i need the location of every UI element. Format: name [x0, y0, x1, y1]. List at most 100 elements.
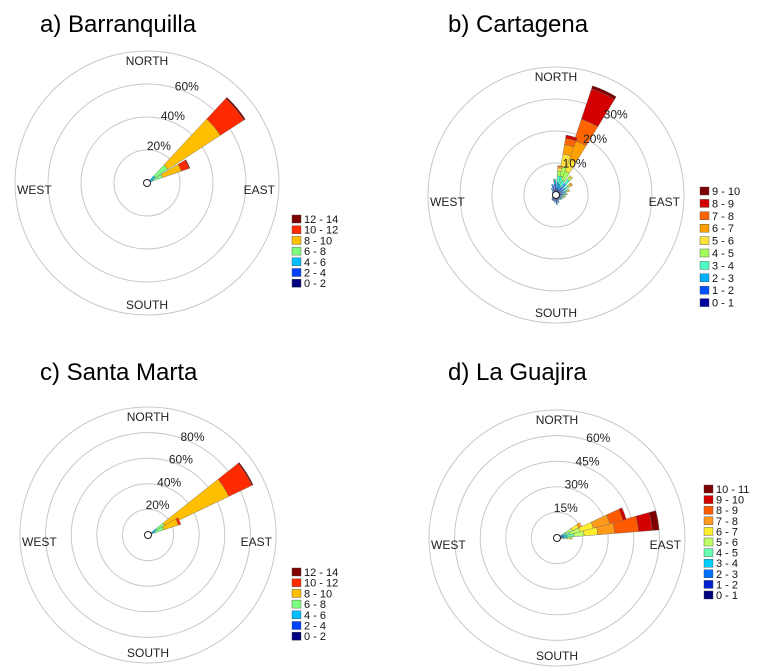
legend-swatch [703, 495, 714, 504]
petal-segment-10-11 [648, 510, 660, 531]
grid-ring [427, 66, 685, 324]
grid-ring [479, 460, 635, 616]
petal-segment-10-12 [175, 517, 182, 526]
legend-swatch [703, 516, 714, 525]
legend-swatch [291, 599, 302, 609]
legend-label: 9 - 10 [716, 495, 744, 507]
radial-tick-label: 40% [157, 475, 181, 489]
legend-label: 8 - 9 [716, 505, 738, 517]
wind-petal [555, 165, 563, 196]
legend-label: 7 - 8 [716, 516, 738, 528]
legend-label: 0 - 1 [716, 590, 738, 602]
grid-ring [80, 116, 214, 250]
compass-label-south: SOUTH [127, 646, 169, 660]
wind-petal [556, 507, 627, 539]
radial-tick-label: 30% [565, 478, 589, 492]
legend-swatch [291, 589, 302, 598]
radial-tick-label: 20% [146, 498, 170, 512]
wind-rose-panel-1: a) Barranquilla 20% 40% 60% NORTH EAST SOUTH WE… [14, 11, 338, 316]
grid-ring [96, 483, 200, 587]
radial-tick-label: 45% [575, 454, 599, 468]
petal-segment-3-4 [561, 196, 564, 200]
wind-petal [556, 510, 660, 539]
legend-label: 6 - 7 [712, 223, 734, 235]
compass-label-west: WEST [22, 535, 57, 549]
legend-label: 5 - 6 [712, 236, 734, 248]
petal-segment-2-3 [557, 200, 560, 203]
legend: 9 - 108 - 97 - 86 - 75 - 64 - 53 - 42 - … [699, 186, 740, 310]
grid-ring [45, 432, 251, 638]
petal-segment-12-14 [184, 159, 191, 169]
panel-title: b) Cartagena [448, 11, 589, 38]
petal-segment-4-5 [563, 195, 566, 198]
legend-swatch [703, 537, 714, 547]
legend-label: 4 - 6 [304, 610, 326, 622]
radial-tick-label: 60% [169, 453, 193, 467]
grid-ring [454, 435, 660, 641]
panel-title: a) Barranquilla [40, 11, 197, 38]
legend-label: 8 - 10 [304, 235, 332, 247]
petal-segment-7-8 [557, 165, 563, 168]
legend-label: 12 - 14 [304, 214, 338, 226]
radial-tick-label: 60% [175, 79, 199, 93]
legend-swatch [703, 580, 714, 589]
legend-label: 3 - 4 [716, 558, 738, 570]
radial-tick-label: 15% [554, 501, 578, 515]
petal-segment-8-9 [565, 134, 578, 142]
legend-swatch [291, 578, 302, 587]
legend-swatch [291, 567, 302, 577]
wind-rose-panel-3: c) Santa Marta 20% 40% 60% 80% NORTH EAST SOUTH… [19, 359, 338, 664]
legend-swatch [291, 246, 302, 256]
legend-swatch [291, 257, 302, 266]
compass-label-east: EAST [241, 535, 273, 549]
grid-ring [47, 83, 247, 283]
petal-segment-5-6 [567, 188, 571, 192]
legend-swatch [703, 527, 714, 536]
grid-ring [428, 409, 686, 667]
petal-segment-6-7 [570, 536, 573, 540]
petal-segment-2-3 [553, 200, 556, 203]
legend-swatch [699, 273, 710, 282]
petal-segment-5-6 [568, 175, 574, 180]
petal-segment-2-3 [555, 202, 558, 205]
radial-tick-label: 20% [583, 132, 607, 146]
petal-segment-2-3 [551, 183, 554, 187]
wind-petal [147, 517, 182, 536]
origin-marker [144, 531, 152, 539]
radial-tick-label: 80% [180, 430, 204, 444]
legend-swatch [703, 569, 714, 578]
legend-swatch [703, 559, 714, 568]
legend-swatch [291, 632, 302, 641]
legend-label: 3 - 4 [712, 260, 734, 272]
legend-swatch [699, 248, 710, 258]
compass-label-south: SOUTH [535, 306, 577, 320]
petal-segment-3-4 [561, 537, 565, 539]
legend-label: 10 - 11 [716, 484, 749, 496]
legend-label: 4 - 6 [304, 257, 326, 269]
panel-title: d) La Guajira [448, 359, 587, 386]
wind-rose-panel-2: b) Cartagena 10% 20% 30% NORTH EAST SOUTH WEST 9… [427, 11, 740, 324]
petal-segment-4-5 [563, 536, 568, 540]
petal-segment-2-3 [550, 187, 554, 191]
petal-segment-6-7 [569, 182, 573, 187]
legend-swatch [699, 223, 710, 233]
compass-label-west: WEST [431, 538, 466, 552]
radial-tick-label: 10% [563, 157, 587, 171]
legend-label: 12 - 14 [304, 567, 338, 579]
legend-swatch [699, 211, 710, 221]
petal-segment-1-2 [551, 198, 554, 201]
petal-segment-9-10 [591, 85, 617, 100]
legend-swatch [699, 298, 710, 307]
origin-marker [553, 534, 561, 542]
legend: 10 - 119 - 108 - 97 - 86 - 75 - 64 - 53 … [703, 484, 749, 602]
compass-label-west: WEST [17, 183, 52, 197]
grid-ring [491, 130, 621, 260]
radial-tick-label: 40% [161, 109, 185, 123]
legend-label: 1 - 2 [712, 285, 734, 297]
legend-label: 6 - 7 [716, 526, 738, 538]
legend-label: 0 - 1 [712, 298, 734, 310]
petal-segment-1-2 [555, 199, 558, 204]
wind-rose-panel-4: d) La Guajira 15% 30% 45% 60% NORTH EAST SOUTH W… [428, 359, 749, 667]
legend-swatch [699, 261, 710, 270]
